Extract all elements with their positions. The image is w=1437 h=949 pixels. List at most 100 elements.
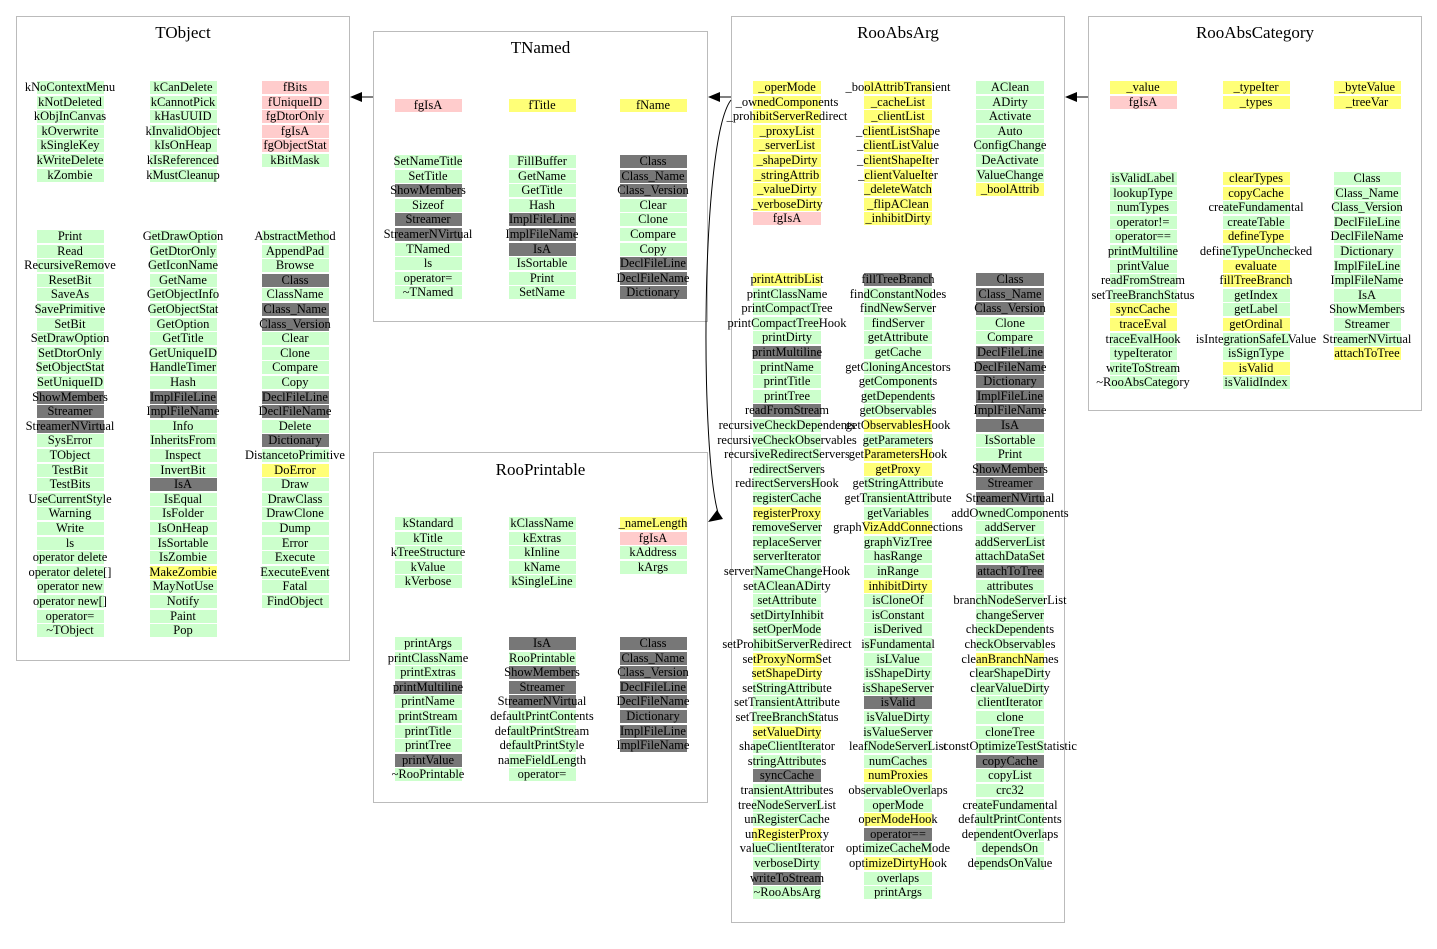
member-highlight [1222, 318, 1290, 331]
member-label: DoError [274, 462, 316, 477]
member-highlight [864, 579, 932, 593]
member-highlight [508, 710, 576, 723]
member-item: printArgs [864, 886, 932, 900]
member-highlight [149, 95, 217, 109]
member-label: ~RooAbsCategory [1096, 375, 1190, 390]
member-item: Clone [976, 316, 1044, 330]
member-item: Warning [36, 507, 104, 521]
member-label: operator!= [1116, 214, 1170, 229]
member-item: Class_Name [619, 651, 687, 665]
member-highlight [149, 303, 217, 316]
member-highlight [976, 287, 1044, 301]
member-label: SetUniqueID [37, 375, 103, 389]
member-item: kName [508, 560, 576, 574]
member-item: _proxyList [753, 124, 821, 138]
member-item: Class [976, 273, 1044, 286]
member-label: Activate [988, 109, 1032, 124]
member-item: _clientListShape [855, 123, 942, 138]
member-item: cleanBranchNames [960, 652, 1060, 666]
member-highlight [261, 390, 329, 404]
member-item: printExtras [394, 666, 462, 680]
member-label: kTreeStructure [390, 545, 466, 560]
member-label: copyList [988, 768, 1032, 783]
member-label: isDerived [873, 622, 923, 637]
member-highlight [976, 798, 1044, 812]
member-highlight [261, 478, 329, 492]
member-label: Streamer [405, 212, 451, 227]
member-highlight [864, 419, 932, 432]
member-highlight [976, 784, 1044, 797]
member-highlight [864, 124, 932, 138]
member-item: SetDrawOption [30, 332, 111, 346]
member-item: serverIterator [752, 550, 822, 564]
member-item: createFundamental [1207, 201, 1305, 215]
member-highlight [36, 332, 104, 346]
member-label: ImplFileLine [509, 212, 575, 227]
member-label: SysError [47, 433, 93, 448]
member-highlight [753, 579, 821, 593]
member-label: kOverwrite [41, 123, 99, 138]
member-label: numTypes [1117, 200, 1169, 215]
member-highlight [619, 184, 687, 198]
member-label: syncCache [759, 768, 815, 783]
member-item: ~RooAbsCategory [1095, 375, 1191, 390]
member-label: Fatal [282, 579, 308, 594]
member-label: fName [635, 98, 670, 112]
member-highlight [753, 565, 821, 578]
member-label: redirectServersHook [735, 476, 839, 491]
member-item: treeNodeServerList [737, 798, 837, 812]
member-label: _clientListShape [855, 123, 940, 138]
member-highlight [619, 517, 687, 530]
arrowhead [708, 92, 720, 102]
member-item: SetUniqueID [36, 376, 104, 389]
member-item: getStringAttribute [852, 477, 945, 491]
member-item: operator new [36, 580, 104, 594]
member-highlight [149, 609, 217, 623]
member-highlight [508, 637, 576, 650]
member-highlight [394, 575, 462, 589]
member-label: setTransientAttribute [734, 695, 840, 710]
member-label: verboseDirty [754, 856, 820, 870]
member-item: clone [976, 711, 1044, 724]
member-highlight [149, 580, 217, 594]
member-highlight [261, 419, 329, 433]
member-label: Read [57, 243, 83, 258]
member-highlight [1109, 347, 1177, 361]
member-highlight [1109, 230, 1177, 244]
member-highlight [36, 361, 104, 375]
member-item: GetName [149, 273, 217, 287]
member-label: ADirty [992, 94, 1028, 109]
member-label: Inspect [164, 448, 202, 462]
member-label: setACleanADirty [743, 578, 831, 593]
member-item: attributes [976, 579, 1044, 593]
member-item: Class_Name [619, 169, 687, 183]
member-item: evaluate [1222, 259, 1290, 273]
member-label: operModeHook [858, 812, 938, 827]
member-label: Class_Name [1335, 185, 1399, 200]
member-item: operator= [394, 271, 462, 285]
member-highlight [261, 303, 329, 316]
member-highlight [36, 230, 104, 243]
member-item: constOptimizeTestStatistic [942, 740, 1078, 754]
member-item: numTypes [1109, 200, 1177, 215]
member-label: InheritsFrom [150, 433, 216, 448]
member-label: Streamer [1344, 317, 1390, 331]
member-highlight [1222, 81, 1290, 94]
member-highlight [864, 652, 932, 666]
member-highlight [36, 565, 104, 579]
member-highlight [1109, 303, 1177, 317]
member-label: valueClientIterator [739, 841, 835, 856]
member-label: kInvalidObject [145, 123, 221, 138]
member-item: kSingleLine [508, 575, 576, 589]
member-highlight [508, 184, 576, 198]
member-label: StreamerNVirtual [965, 491, 1055, 505]
member-highlight [1109, 288, 1177, 302]
member-item: Copy [619, 242, 687, 256]
member-highlight [619, 531, 687, 545]
member-highlight [508, 257, 576, 271]
member-label: getVariables [867, 505, 929, 520]
member-item: printMultiline [1107, 245, 1180, 258]
member-label: kNoContextMenu [24, 80, 116, 94]
member-highlight [149, 419, 217, 433]
member-item: isValid [864, 696, 932, 710]
